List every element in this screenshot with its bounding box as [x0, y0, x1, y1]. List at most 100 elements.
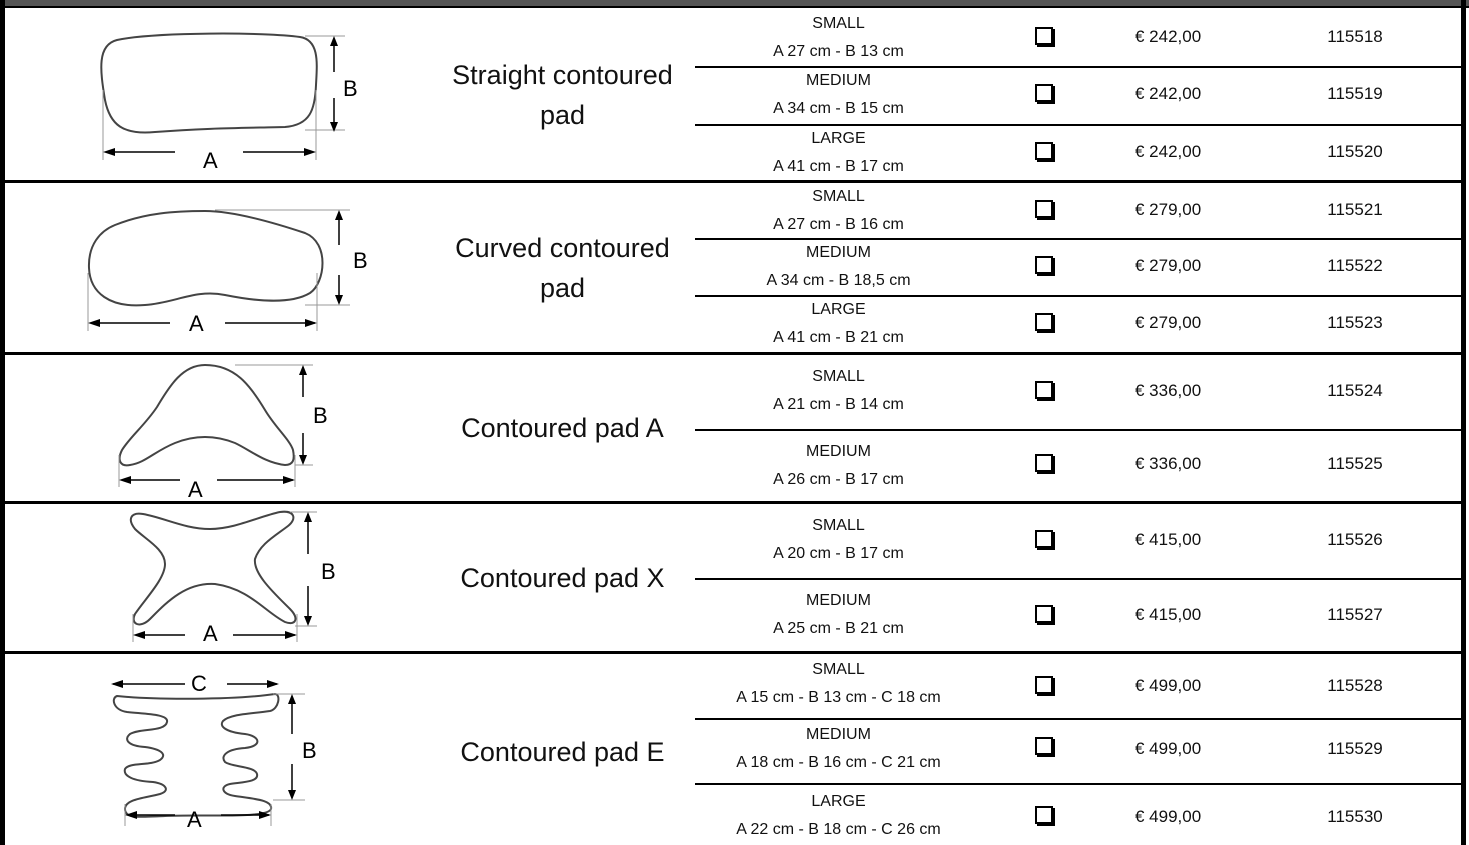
order-checkbox[interactable] [1035, 27, 1053, 45]
product-name-line-1: Straight contoured [452, 60, 673, 90]
product-name-line-1: Contoured pad X [460, 563, 665, 593]
size-name: MEDIUM [806, 244, 871, 261]
row-divider [695, 718, 1461, 720]
dim-label-a: A [187, 807, 202, 832]
size-name: MEDIUM [806, 726, 871, 743]
group-divider [5, 352, 1461, 355]
price: € 499,00 [1135, 807, 1202, 826]
size-label: MEDIUM A 26 cm - B 17 cm [695, 438, 982, 494]
size-row: MEDIUM A 34 cm - B 18,5 cm € 279,00 1155… [5, 239, 1461, 295]
group-divider [5, 501, 1461, 504]
product-name-line-1: Contoured pad A [461, 413, 664, 443]
product-code: 115524 [1327, 381, 1383, 400]
product-name-line-1: Contoured pad E [460, 737, 665, 767]
size-row: SMALL A 27 cm - B 16 cm € 279,00 115521 [5, 183, 1461, 238]
price: € 242,00 [1135, 27, 1202, 46]
size-name: LARGE [811, 130, 866, 147]
product-name: Straight contoured pad [435, 50, 690, 140]
product-name-line-2: pad [539, 273, 586, 303]
top-bar [0, 0, 1469, 8]
size-row: LARGE A 41 cm - B 21 cm € 279,00 115523 [5, 296, 1461, 352]
product-group-curved: A B Curved contoured pad SMALL A 27 cm -… [5, 183, 1461, 352]
product-group-straight: A B Straight contoured pad SMALL A 27 cm… [5, 10, 1461, 180]
price: € 242,00 [1135, 142, 1202, 161]
product-code: 115526 [1327, 530, 1383, 549]
price: € 242,00 [1135, 84, 1202, 103]
group-divider [5, 651, 1461, 654]
product-code: 115520 [1327, 142, 1383, 161]
product-name: Curved contoured pad [435, 223, 690, 313]
order-checkbox[interactable] [1035, 84, 1053, 102]
size-label: MEDIUM A 18 cm - B 16 cm - C 21 cm [695, 721, 982, 777]
price: € 499,00 [1135, 676, 1202, 695]
size-row: MEDIUM A 25 cm - B 21 cm € 415,00 115527 [5, 579, 1461, 651]
order-checkbox[interactable] [1035, 605, 1053, 623]
order-checkbox[interactable] [1035, 256, 1053, 274]
size-label: MEDIUM A 25 cm - B 21 cm [695, 587, 982, 643]
size-row: MEDIUM A 34 cm - B 15 cm € 242,00 115519 [5, 67, 1461, 123]
order-checkbox[interactable] [1035, 142, 1053, 160]
price: € 279,00 [1135, 256, 1202, 275]
size-name: MEDIUM [806, 443, 871, 460]
row-divider [695, 295, 1461, 297]
product-group-pad-a: A B Contoured pad A SMALL A 21 cm - B 14… [5, 355, 1461, 502]
size-row: SMALL A 20 cm - B 17 cm € 415,00 115526 [5, 504, 1461, 578]
product-code: 115529 [1327, 739, 1383, 758]
order-checkbox[interactable] [1035, 676, 1053, 694]
pad-a-outline-icon: A B [5, 355, 435, 502]
size-label: LARGE A 41 cm - B 21 cm [695, 296, 982, 352]
order-checkbox[interactable] [1035, 200, 1053, 218]
size-name: MEDIUM [806, 72, 871, 89]
row-divider [695, 429, 1461, 431]
product-code: 115523 [1327, 313, 1383, 332]
product-code: 115522 [1327, 256, 1383, 275]
size-name: MEDIUM [806, 592, 871, 609]
dim-label-a: A [203, 621, 218, 646]
size-dimensions: A 41 cm - B 21 cm [773, 329, 904, 346]
size-row: SMALL A 15 cm - B 13 cm - C 18 cm € 499,… [5, 654, 1461, 718]
size-label: SMALL A 15 cm - B 13 cm - C 18 cm [695, 656, 982, 712]
size-name: SMALL [812, 661, 865, 678]
size-row: LARGE A 41 cm - B 17 cm € 242,00 115520 [5, 125, 1461, 181]
order-checkbox[interactable] [1035, 381, 1053, 399]
price: € 336,00 [1135, 381, 1202, 400]
size-row: LARGE A 22 cm - B 18 cm - C 26 cm € 499,… [5, 784, 1461, 845]
order-checkbox[interactable] [1035, 737, 1053, 755]
size-dimensions: A 27 cm - B 16 cm [773, 216, 904, 233]
size-dimensions: A 34 cm - B 15 cm [773, 100, 904, 117]
product-name-line-2: pad [539, 100, 586, 130]
size-dimensions: A 27 cm - B 13 cm [773, 43, 904, 60]
size-label: LARGE A 41 cm - B 17 cm [695, 125, 982, 181]
size-dimensions: A 22 cm - B 18 cm - C 26 cm [736, 821, 941, 838]
dim-label-a: A [203, 148, 218, 173]
size-dimensions: A 26 cm - B 17 cm [773, 471, 904, 488]
product-name-line-1: Curved contoured [455, 233, 670, 263]
size-label: LARGE A 22 cm - B 18 cm - C 26 cm [695, 788, 982, 844]
order-checkbox[interactable] [1035, 806, 1053, 824]
product-code: 115527 [1327, 605, 1383, 624]
dim-label-b: B [302, 738, 317, 763]
dim-label-a: A [188, 477, 203, 502]
product-code: 115530 [1327, 807, 1383, 826]
size-name: SMALL [812, 15, 865, 32]
product-code: 115521 [1327, 200, 1383, 219]
size-dimensions: A 34 cm - B 18,5 cm [766, 272, 911, 289]
size-name: LARGE [811, 793, 866, 810]
dim-label-b: B [313, 403, 328, 428]
order-checkbox[interactable] [1035, 530, 1053, 548]
product-code: 115525 [1327, 454, 1383, 473]
frame-left-border [0, 0, 5, 845]
row-divider [695, 124, 1461, 126]
order-checkbox[interactable] [1035, 454, 1053, 472]
row-divider [695, 783, 1461, 785]
product-name: Contoured pad A [435, 408, 690, 448]
order-checkbox[interactable] [1035, 313, 1053, 331]
dim-label-b: B [343, 76, 358, 101]
pad-x-outline-icon: A B [5, 504, 435, 651]
size-row: MEDIUM A 26 cm - B 17 cm € 336,00 115525 [5, 430, 1461, 501]
product-code: 115518 [1327, 27, 1383, 46]
dim-label-b: B [353, 248, 368, 273]
product-code: 115519 [1327, 84, 1383, 103]
size-dimensions: A 15 cm - B 13 cm - C 18 cm [736, 689, 941, 706]
straight-pad-outline-icon: A B [5, 10, 435, 180]
